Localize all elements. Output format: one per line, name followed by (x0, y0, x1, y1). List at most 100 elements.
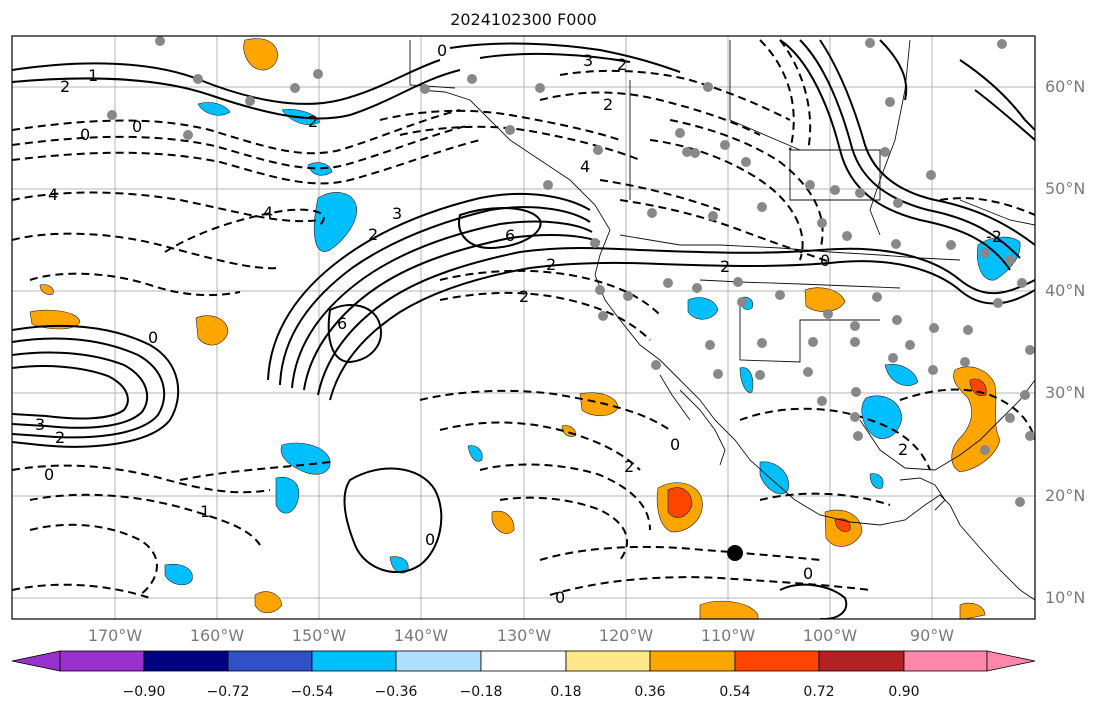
colorbar-tick-label: −0.54 (290, 684, 334, 700)
longitude-label: 150°W (291, 626, 347, 645)
contour-label: 0 (803, 564, 813, 583)
positive-anomaly-area (959, 602, 986, 619)
contour-label: 4 (48, 185, 58, 204)
colorbar-swatch (59, 650, 145, 672)
colorbar-extend-high (986, 650, 1036, 672)
contour-label: 4 (580, 157, 590, 176)
negative-anomaly-area (307, 162, 333, 176)
colorbar-swatch (818, 650, 905, 672)
latitude-label: 40°N (1045, 281, 1086, 300)
colorbar-tick-label: −0.72 (206, 684, 250, 700)
latitude-label: 60°N (1045, 77, 1086, 96)
colorbar-swatch (311, 650, 397, 672)
contour-label: -2 (986, 227, 1002, 246)
map-frame (11, 35, 1036, 620)
negative-anomaly-area (759, 461, 789, 495)
positive-anomaly-area (195, 315, 229, 346)
contour-label: 0 (425, 530, 435, 549)
contour-label: 2 (519, 287, 529, 306)
contour-label: 2 (624, 457, 634, 476)
colorbar-tick-label: −0.90 (122, 684, 166, 700)
latitude-label: 50°N (1045, 179, 1086, 198)
contour-label: 2 (603, 95, 613, 114)
contour-label: 2 (308, 112, 318, 131)
positive-anomaly-area (254, 591, 283, 614)
colorbar-swatch (734, 650, 820, 672)
contour-label: 0 (80, 125, 90, 144)
contour-label: 2 (60, 77, 70, 96)
contour-label: 2 (617, 55, 627, 74)
contour-label: 3 (35, 415, 45, 434)
negative-anomaly-area (467, 445, 483, 462)
contour-label: 0 (132, 117, 142, 136)
positive-anomaly-area (699, 600, 759, 619)
contour-dashed (12, 39, 1035, 599)
longitude-label: 130°W (496, 626, 552, 645)
contour-label: 2 (55, 428, 65, 447)
negative-anomaly-area (280, 442, 331, 475)
tropical-cyclone-marker (727, 545, 743, 561)
colorbar-swatch (565, 650, 651, 672)
longitude-label: 140°W (393, 626, 449, 645)
contour-labels: 0 3 2 2 1 2 0 2 4 6 4 3 2 6 0 4 3 2 2 0 … (35, 41, 1002, 607)
graticule (12, 36, 1035, 619)
negative-anomaly-area (313, 192, 357, 252)
negative-anomaly-area (687, 297, 719, 320)
latitude-label: 10°N (1045, 588, 1086, 607)
longitude-label: 160°W (189, 626, 245, 645)
strong-positive-core (667, 487, 693, 518)
contour-label: 2 (368, 225, 378, 244)
negative-anomaly-area (164, 563, 193, 586)
colorbar-swatch (649, 650, 736, 672)
shaded-regions (29, 38, 1021, 619)
negative-anomaly-area (739, 367, 754, 393)
colorbar-tick-label: 0.72 (803, 684, 835, 700)
contour-label: 2 (546, 255, 556, 274)
contour-label: 4 (263, 203, 273, 222)
longitude-label: 90°W (909, 626, 955, 645)
colorbar-swatch (395, 650, 482, 672)
colorbar-tick-label: 0.18 (550, 684, 582, 700)
strong-positive-core (834, 518, 851, 532)
contour-label: 1 (200, 502, 210, 521)
colorbar-extend-low (11, 650, 61, 672)
longitude-label: 110°W (700, 626, 756, 645)
contour-label: 0 (148, 328, 158, 347)
contour-label: 3 (392, 204, 402, 223)
colorbar-tick-label: −0.36 (374, 684, 418, 700)
colorbar (11, 650, 1036, 672)
contour-label: 6 (505, 226, 515, 245)
contour-solid (12, 39, 1035, 619)
negative-anomaly-area (861, 395, 903, 439)
latitude-label: 20°N (1045, 486, 1086, 505)
positive-anomaly-area (804, 287, 846, 312)
positive-anomaly-area (491, 510, 515, 534)
map-title: 2024102300 F000 (450, 10, 597, 29)
negative-anomaly-area (884, 364, 919, 386)
positive-anomaly-area (579, 392, 619, 417)
contour-label: 0 (437, 41, 447, 60)
contour-label: 0 (555, 588, 565, 607)
colorbar-tick-label: 0.54 (719, 684, 751, 700)
longitude-label: 120°W (598, 626, 654, 645)
contour-label: 3 (583, 51, 593, 70)
contour-label: 0 (820, 251, 830, 270)
contour-label: 6 (337, 314, 347, 333)
contour-label: 0 (670, 435, 680, 454)
colorbar-swatch (143, 650, 229, 672)
positive-anomaly-area (39, 284, 54, 295)
longitude-label: 100°W (802, 626, 858, 645)
positive-anomaly-area (243, 38, 279, 71)
station-dots (107, 36, 1035, 507)
colorbar-tick-label: 0.36 (634, 684, 666, 700)
positive-anomaly-area (951, 366, 1001, 473)
negative-anomaly-area (275, 477, 300, 514)
colorbar-swatch (903, 650, 988, 672)
longitude-label: 170°W (87, 626, 143, 645)
colorbar-swatch (227, 650, 313, 672)
contour-label: 0 (44, 465, 54, 484)
latitude-label: 30°N (1045, 383, 1086, 402)
colorbar-tick-label: 0.90 (888, 684, 920, 700)
contour-label: 1 (88, 66, 98, 85)
